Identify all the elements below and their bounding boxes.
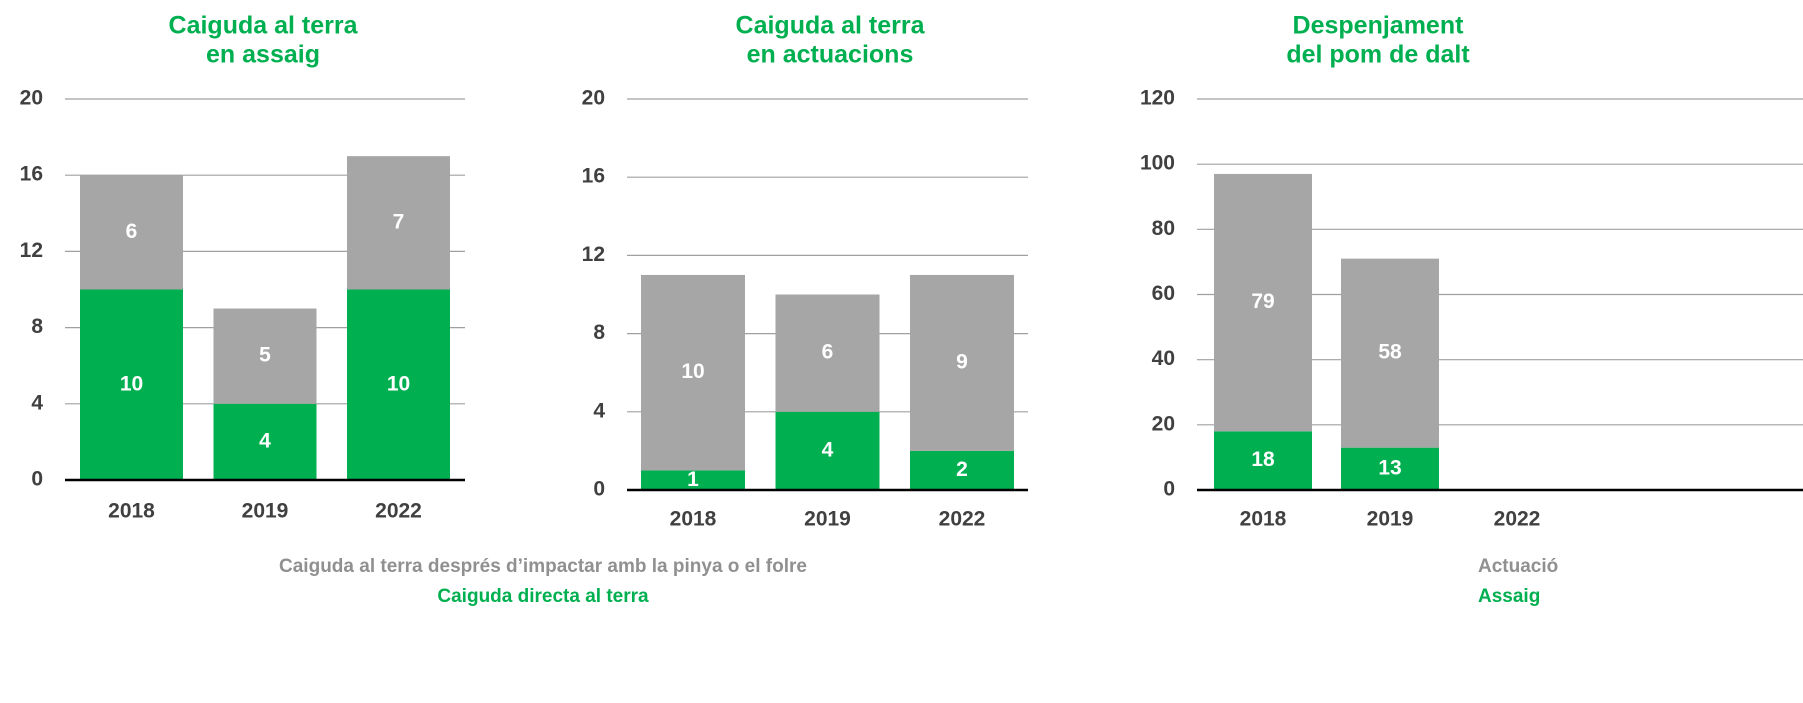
chart-title: Caiguda al terra (169, 12, 359, 40)
chart-title: en assaig (206, 41, 320, 69)
y-tick-label: 120 (1140, 87, 1175, 110)
chart-title: del pom de dalt (1286, 41, 1470, 69)
y-tick-label: 4 (31, 391, 43, 414)
data-label: 4 (259, 429, 271, 452)
bar-segment (641, 274, 745, 471)
y-tick-label: 4 (593, 399, 605, 422)
data-label: 1 (687, 468, 699, 491)
bar-segment (1341, 258, 1439, 448)
x-tick-label: 2018 (108, 500, 155, 523)
data-label: 10 (387, 372, 410, 395)
bar-segment (1214, 431, 1312, 490)
y-tick-label: 16 (582, 165, 605, 188)
x-tick-label: 2022 (1494, 508, 1541, 531)
y-tick-label: 20 (582, 87, 605, 110)
data-label: 79 (1251, 290, 1274, 313)
bar-segment (80, 289, 183, 480)
bar-segment (213, 308, 317, 404)
data-label: 6 (126, 220, 138, 243)
bar-segment (1341, 447, 1439, 490)
x-tick-label: 2022 (939, 508, 986, 531)
bar-segment (910, 450, 1014, 490)
y-tick-label: 60 (1152, 282, 1175, 305)
data-label: 58 (1378, 341, 1402, 364)
data-label: 7 (393, 210, 405, 233)
bar-segment (347, 289, 450, 480)
data-label: 10 (120, 372, 143, 395)
bar-segment (910, 274, 1014, 451)
x-tick-label: 2022 (375, 500, 422, 523)
data-label: 6 (822, 341, 834, 364)
data-label: 13 (1378, 456, 1401, 479)
y-tick-label: 0 (1163, 478, 1175, 501)
chart-title: en actuacions (747, 41, 914, 69)
bar-segment (213, 403, 317, 480)
chart-title: Despenjament (1293, 12, 1465, 40)
y-tick-label: 12 (20, 239, 43, 262)
x-tick-label: 2019 (804, 508, 851, 531)
y-tick-label: 16 (20, 163, 43, 186)
y-tick-label: 12 (582, 243, 605, 266)
data-label: 18 (1251, 448, 1275, 471)
y-tick-label: 8 (31, 315, 43, 338)
legend-entry: Caiguda al terra després d’impactar amb … (279, 556, 807, 577)
legend-entry: Assaig (1478, 586, 1540, 607)
bar-segment (775, 411, 880, 490)
x-tick-label: 2018 (1240, 508, 1287, 531)
x-tick-label: 2019 (1367, 508, 1414, 531)
chart-title: Caiguda al terra (736, 12, 926, 40)
y-tick-label: 100 (1140, 152, 1175, 175)
y-tick-label: 80 (1152, 217, 1175, 240)
data-label: 9 (956, 350, 968, 373)
bar-segment (1214, 173, 1312, 432)
data-label: 2 (956, 458, 968, 481)
y-tick-label: 8 (593, 321, 605, 344)
bar-segment (775, 294, 880, 412)
y-tick-label: 20 (20, 87, 43, 110)
bar-segment (347, 156, 450, 290)
y-tick-label: 0 (31, 468, 43, 491)
x-tick-label: 2019 (242, 500, 289, 523)
y-tick-label: 40 (1152, 347, 1175, 370)
data-label: 5 (259, 344, 271, 367)
data-label: 10 (681, 360, 704, 383)
y-tick-label: 0 (593, 478, 605, 501)
data-label: 4 (822, 438, 834, 461)
bar-segment (80, 175, 183, 290)
x-tick-label: 2018 (670, 508, 717, 531)
legend-entry: Actuació (1478, 556, 1558, 577)
y-tick-label: 20 (1152, 412, 1175, 435)
bar-segment (641, 470, 745, 490)
legend-entry: Caiguda directa al terra (437, 586, 649, 607)
